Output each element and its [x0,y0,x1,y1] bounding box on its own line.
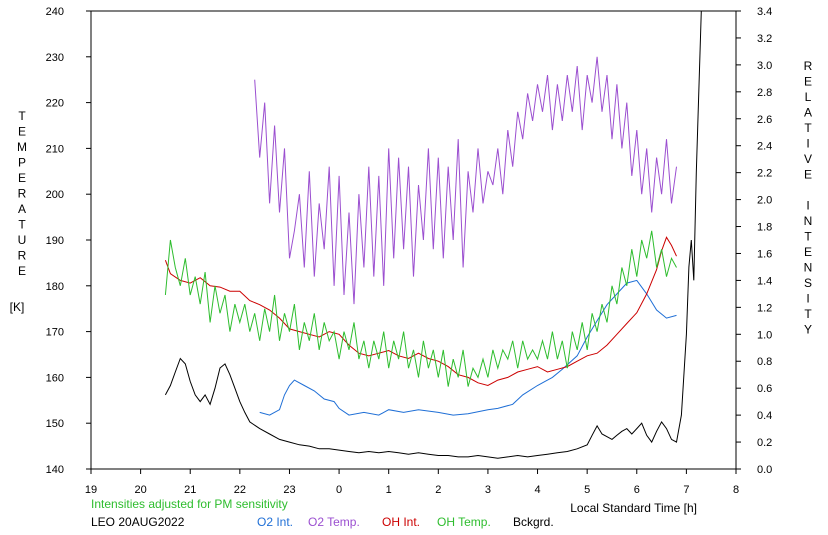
x-tick-label: 2 [435,484,441,496]
right-tick-label: 0.2 [757,437,772,449]
right-tick-label: 1.2 [757,302,772,314]
left-tick-label: 140 [46,464,64,476]
x-tick-label: 20 [134,484,146,496]
left-axis-letter: E [18,171,26,185]
right-axis-letter: A [804,106,812,120]
left-axis-letter: R [18,187,27,201]
x-tick-label: 21 [184,484,196,496]
legend-oh-int: OH Int. [382,515,420,529]
left-axis-letter: U [18,233,27,247]
x-tick-label: 0 [336,484,342,496]
x-tick-label: 8 [733,484,739,496]
right-axis-letter: L [805,90,812,104]
right-tick-label: 2.0 [757,195,772,207]
right-axis-letter: N [804,214,813,228]
right-tick-label: 1.4 [757,275,772,287]
left-axis-letter: T [18,109,26,123]
right-tick-label: 0.8 [757,356,772,368]
left-axis-letter: E [18,264,26,278]
right-tick-label: 2.4 [757,141,772,153]
left-tick-label: 220 [46,98,64,110]
right-tick-label: 3.4 [757,6,772,18]
legend-o2-int: O2 Int. [257,515,293,529]
legend-bckgrd: Bckgrd. [513,515,554,529]
sensitivity-note: Intensities adjusted for PM sensitivity [91,497,288,511]
left-axis-letter: M [17,140,27,154]
left-tick-label: 190 [46,235,64,247]
series-line-o2-int [259,279,677,416]
right-tick-label: 1.8 [757,222,772,234]
right-axis-letter: T [804,230,812,244]
series-line-oh-temp [164,230,677,387]
left-tick-label: 180 [46,281,64,293]
left-axis-letter: E [18,125,26,139]
left-axis-unit: [K] [10,300,25,314]
left-axis-letter: R [18,249,27,263]
x-axis-ticks: 19 20 21 22 23 0 1 2 3 4 5 6 7 8 [85,469,739,496]
right-tick-label: 2.8 [757,87,772,99]
series-line-oh-int [164,236,677,387]
series-line-o2-temp [254,56,677,305]
right-axis-letter: E [804,245,812,259]
right-tick-label: 2.6 [757,114,772,126]
plot-frame [90,10,737,470]
left-axis-letter: A [18,202,26,216]
right-tick-label: 2.2 [757,168,772,180]
left-tick-label: 240 [46,6,64,18]
right-axis-letter: E [804,75,812,89]
x-axis-label: Local Standard Time [h] [570,501,697,515]
right-tick-label: 0.0 [757,464,772,476]
x-tick-label: 6 [634,484,640,496]
left-tick-label: 150 [46,418,64,430]
right-axis-letter: N [804,261,813,275]
right-axis-letter: V [804,152,812,166]
left-axis-letter: T [18,218,26,232]
left-tick-label: 170 [46,327,64,339]
left-tick-label: 230 [46,52,64,64]
left-tick-label: 210 [46,143,64,155]
x-tick-label: 19 [85,484,97,496]
legend-o2-temp: O2 Temp. [308,515,360,529]
x-tick-label: 22 [234,484,246,496]
right-axis-letter: I [806,137,809,151]
right-axis-letter: T [804,121,812,135]
legend-oh-temp: OH Temp. [437,515,491,529]
series-line-bckgrd [164,10,702,459]
right-tick-label: 0.6 [757,383,772,395]
right-tick-label: 3.2 [757,33,772,45]
left-axis-ticks: 140 150 160 170 180 190 200 210 220 230 240 [46,6,91,476]
left-axis-letter: P [18,156,26,170]
right-axis-letter: Y [804,323,812,337]
x-tick-label: 5 [584,484,590,496]
right-tick-label: 0.4 [757,410,772,422]
right-axis-letter: E [804,168,812,182]
right-axis-letter: S [804,276,812,290]
left-tick-label: 200 [46,189,64,201]
x-tick-label: 7 [683,484,689,496]
station-label: LEO 20AUG2022 [91,515,185,529]
right-tick-label: 1.6 [757,248,772,260]
right-axis-letter: T [804,307,812,321]
right-axis-letter: R [804,59,813,73]
x-tick-label: 3 [485,484,491,496]
left-tick-label: 160 [46,372,64,384]
x-tick-label: 23 [283,484,295,496]
series-layer [164,10,702,459]
x-tick-label: 4 [534,484,540,496]
x-tick-label: 1 [386,484,392,496]
right-axis-ticks: 0.0 0.2 0.4 0.6 0.8 1.0 1.2 1.4 1.6 1.8 2.0 2.2 2.4 2… [736,6,772,476]
right-tick-label: 1.0 [757,329,772,341]
right-axis-letter: I [806,199,809,213]
right-axis-letter: I [806,292,809,306]
right-tick-label: 3.0 [757,60,772,72]
